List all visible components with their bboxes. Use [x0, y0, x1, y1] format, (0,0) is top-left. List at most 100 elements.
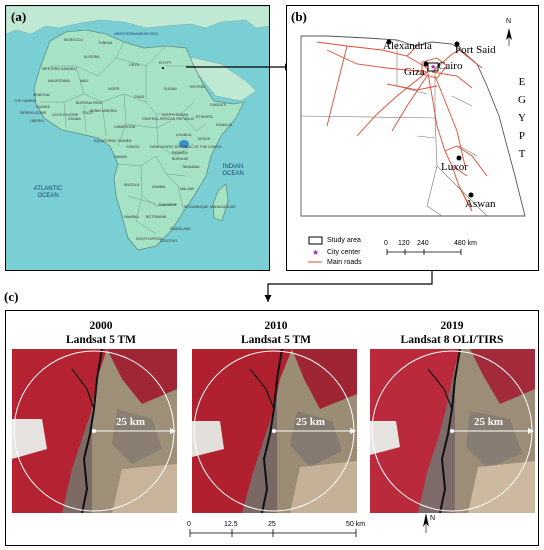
- country-label: NIGER: [108, 87, 120, 91]
- radius-label-2010: 25 km: [296, 416, 326, 428]
- country-label: THE GAMBIA: [14, 99, 37, 103]
- legend-city-center: City center: [327, 249, 361, 256]
- country-label: ZIMBABWE: [158, 203, 178, 207]
- image-year: 2010: [264, 320, 288, 332]
- country-label: SWAZILAND: [170, 227, 191, 231]
- image-sensor: Landsat 8 OLI/TIRS: [400, 334, 504, 347]
- north-label-b: N: [506, 18, 512, 25]
- country-label: SENEGAL: [33, 93, 50, 97]
- scale-b-480: 480 km: [454, 240, 477, 247]
- country-label: SOUTH SUDAN: [162, 113, 189, 117]
- country-label: LIBYA: [129, 63, 139, 67]
- atlantic-label: ATLANTIC OCEAN: [33, 186, 63, 199]
- image-sensor: Landsat 5 TM: [65, 334, 137, 347]
- country-label: MOZAMBIQUE: [184, 205, 209, 209]
- country-label: DJIBOUTI: [210, 103, 227, 107]
- country-label: SOMALIA: [216, 123, 232, 127]
- country-label: CENTRAL AFRICAN REPUBLIC: [142, 117, 195, 121]
- city-alexandria: Alexandria: [383, 40, 432, 52]
- country-label: COTE D'IVOIRE: [52, 113, 79, 117]
- country-label: BURKINA FASO: [76, 101, 103, 105]
- legend-main-roads: Main roads: [327, 259, 362, 266]
- north-arrow-c: [423, 513, 429, 533]
- scale-c-50: 50 km: [346, 521, 366, 528]
- country-label: ANGOLA: [124, 183, 139, 187]
- africa-map: [6, 6, 269, 251]
- country-label: BENIN: [90, 109, 101, 113]
- image-year: 2000: [89, 320, 113, 332]
- country-label: NIGERIA: [102, 109, 117, 113]
- satellite-image-2019: 25 km: [370, 349, 535, 513]
- country-label: ZAMBIA: [152, 185, 166, 189]
- city-aswan: Aswan: [465, 198, 496, 210]
- country-label: LIBERIA: [30, 119, 44, 123]
- image-year: 2019: [440, 320, 464, 332]
- country-label: ERITREA: [190, 85, 206, 89]
- country-label: MOROCCO: [64, 38, 84, 42]
- country-label: KENYA: [198, 137, 210, 141]
- country-label: EQUATORIAL GUINEA: [94, 139, 132, 143]
- country-label: BOTSWANA: [146, 215, 167, 219]
- image-title-2019: 2019 Landsat 8 OLI/TIRS: [367, 319, 537, 348]
- mediterranean-label: MEDITERRANEAN SEA: [114, 31, 158, 36]
- indian-label: INDIAN OCEAN: [222, 164, 244, 177]
- country-label: BURUNDI: [172, 157, 189, 161]
- country-name-egypt: EGYPT: [513, 76, 528, 172]
- country-label: ETHIOPIA: [196, 115, 213, 119]
- country-label: MALI: [80, 79, 89, 83]
- scale-c-12: 12.5: [224, 521, 238, 528]
- country-label: TANZANIA: [182, 165, 200, 169]
- country-label: TUNISIA: [98, 41, 113, 45]
- radius-label-2019: 25 km: [474, 416, 504, 428]
- panel-a-frame: (a) MEDITERRANEAN SEA ATLANTIC OCEAN IND…: [5, 5, 270, 271]
- city-luxor: Luxor: [441, 161, 468, 173]
- country-label: CHAD: [134, 95, 145, 99]
- country-label: WESTERN SAHARA: [42, 67, 76, 71]
- country-label: DEMOCRATIC REPUBLIC OF THE CONGO: [150, 145, 222, 149]
- city-port-said: Port Said: [455, 44, 496, 56]
- image-title-2000: 2000 Landsat 5 TM: [16, 319, 186, 348]
- svg-text:★: ★: [312, 248, 319, 257]
- country-label: NAMIBIA: [124, 215, 139, 219]
- country-label: GABON: [114, 155, 127, 159]
- country-label: TOGO: [82, 111, 93, 115]
- scale-b-240: 240: [417, 240, 429, 247]
- image-sensor: Landsat 5 TM: [240, 334, 312, 347]
- image-title-2010: 2010 Landsat 5 TM: [191, 319, 361, 348]
- scale-bar-c: [189, 513, 429, 537]
- panel-c-frame: 2000 Landsat 5 TM 2010 Landsat 5 TM 2019…: [5, 310, 539, 546]
- north-arrow-b: [506, 28, 512, 46]
- svg-text:★: ★: [430, 63, 436, 71]
- country-label: GUINEA: [36, 105, 50, 109]
- country-label: MADAGASCAR: [210, 205, 236, 209]
- country-label: SOUTH AFRICA: [136, 237, 163, 241]
- scale-b-0: 0: [384, 240, 388, 247]
- country-label: RWANDA: [172, 151, 188, 155]
- country-label: CAMEROON: [114, 125, 136, 129]
- scale-b-120: 120: [398, 240, 410, 247]
- country-name-text: EGYPT: [515, 76, 528, 166]
- satellite-image-2000: 25 km: [12, 349, 177, 513]
- satellite-image-2010: 25 km: [192, 349, 357, 513]
- egypt-map: ★ ★: [300, 28, 526, 263]
- country-label: GHANA: [68, 117, 81, 121]
- panel-b-label: (b): [291, 9, 307, 24]
- radius-label-2000: 25 km: [116, 416, 146, 428]
- city-giza: Giza: [404, 66, 425, 78]
- scale-c-0: 0: [187, 521, 191, 528]
- country-label: LESOTHO: [160, 239, 178, 243]
- panel-a-label: (a): [11, 9, 27, 24]
- country-label: UGANDA: [176, 133, 192, 137]
- country-label: SIERRA LEONE: [20, 111, 47, 115]
- scale-c-25: 25: [268, 521, 276, 528]
- north-label-c: N: [430, 515, 436, 522]
- country-label: EGYPT: [159, 61, 172, 65]
- panel-b-frame: ★ ★ (b) Alexandria Port Said Giza Cairo …: [286, 5, 539, 271]
- country-label: MAURITANIA: [48, 79, 70, 83]
- country-label: CONGO: [126, 145, 140, 149]
- panel-c-label: (c): [4, 289, 19, 304]
- legend-study-area: Study area: [327, 237, 361, 244]
- country-label: SUDAN: [164, 87, 177, 91]
- country-label: ALGERIA: [84, 55, 100, 59]
- country-label: MALAWI: [180, 187, 195, 191]
